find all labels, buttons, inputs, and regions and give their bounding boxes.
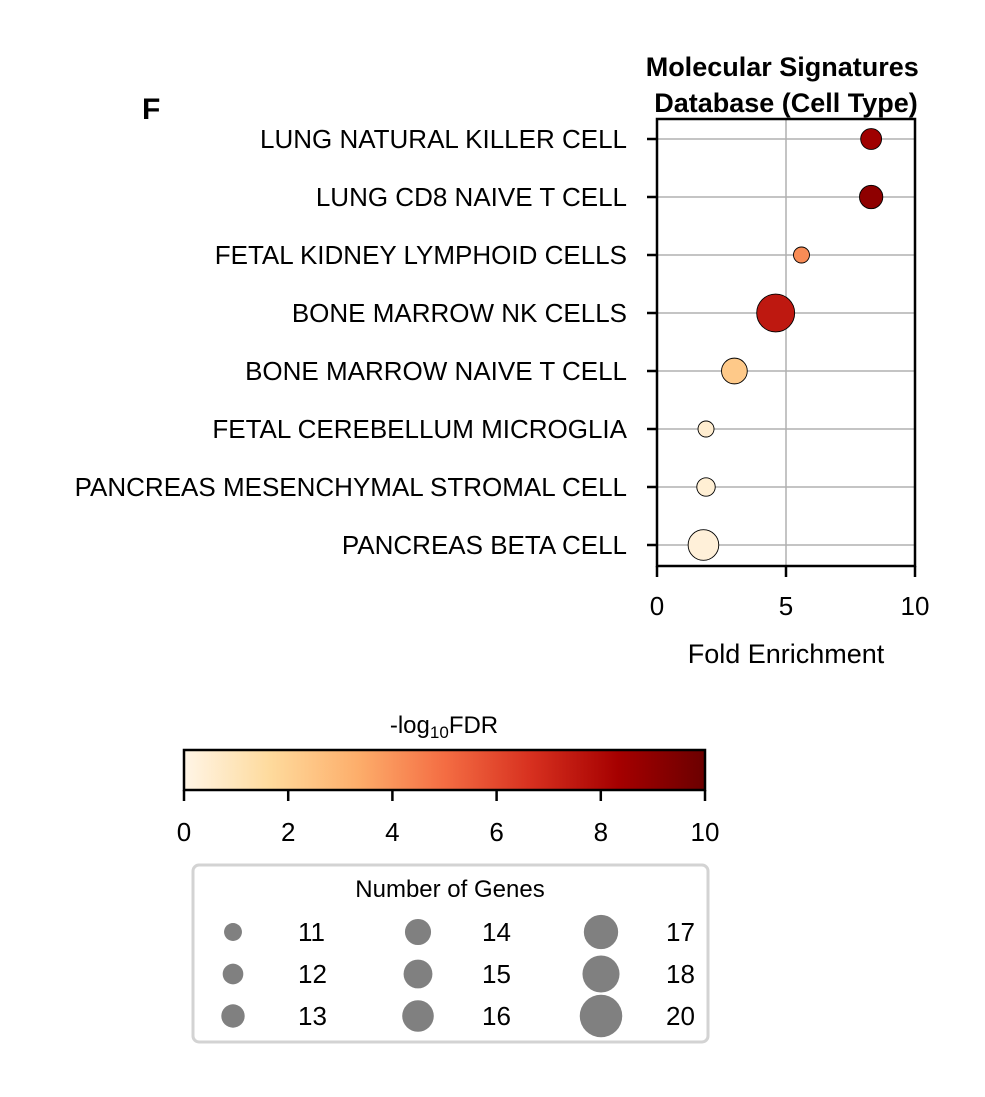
size-legend-label: 20 [666, 1001, 695, 1031]
size-legend-title: Number of Genes [355, 876, 544, 903]
size-legend-label: 12 [298, 959, 327, 989]
colorbar-ticks: 0 2 4 6 8 10 [177, 790, 720, 847]
y-tick-label: FETAL CEREBELLUM MICROGLIA [212, 414, 627, 444]
chart-title: Molecular Signatures Database (Cell Type… [646, 52, 927, 118]
y-tick-label: BONE MARROW NAIVE T CELL [245, 356, 627, 386]
data-point [687, 529, 720, 561]
y-tick-label: LUNG CD8 NAIVE T CELL [316, 182, 627, 212]
size-legend-marker [221, 1004, 245, 1028]
size-legend-label: 17 [666, 917, 695, 947]
x-tick-label: 0 [650, 591, 664, 621]
size-legend-label: 11 [298, 917, 325, 947]
data-point [859, 184, 884, 210]
colorbar-tick-label: 2 [281, 817, 295, 847]
size-legend-entries: 11 12 13 14 15 16 17 18 20 [221, 914, 695, 1038]
y-tick-label: LUNG NATURAL KILLER CELL [260, 124, 627, 154]
size-legend-label: 18 [666, 959, 695, 989]
data-point [756, 293, 796, 333]
size-legend-marker [402, 1000, 434, 1032]
x-tick-label: 10 [901, 591, 930, 621]
y-tick-label: PANCREAS BETA CELL [342, 530, 627, 560]
size-legend-marker [222, 963, 244, 985]
size-legend-marker [224, 923, 242, 941]
data-point [793, 246, 810, 264]
chart-title-line-1: Molecular Signatures [646, 52, 919, 82]
data-points [687, 128, 884, 561]
colorbar-tick-label: 6 [489, 817, 503, 847]
size-legend-box [191, 863, 710, 1044]
data-point [696, 477, 716, 497]
size-legend-label: 13 [298, 1001, 327, 1031]
colorbar [182, 748, 707, 792]
size-legend-marker [404, 918, 432, 946]
x-axis-label: Fold Enrichment [688, 639, 885, 669]
size-legend-label: 14 [482, 917, 511, 947]
colorbar-label: -log10FDR [390, 712, 498, 742]
data-point [721, 357, 748, 385]
colorbar-tick-label: 4 [385, 817, 399, 847]
data-point [860, 128, 883, 150]
data-point [697, 420, 715, 438]
x-tick-label: 5 [779, 591, 793, 621]
colorbar-tick-label: 10 [691, 817, 720, 847]
y-tick-label: FETAL KIDNEY LYMPHOID CELLS [215, 240, 627, 270]
size-legend-label: 16 [482, 1001, 511, 1031]
size-legend-label: 15 [482, 959, 511, 989]
y-tick-label: BONE MARROW NK CELLS [292, 298, 627, 328]
colorbar-tick-label: 0 [177, 817, 191, 847]
size-legend-marker [583, 914, 619, 950]
size-legend-marker [582, 955, 620, 993]
x-axis-ticks: 0 5 10 [650, 566, 930, 621]
panel-label: F [142, 93, 160, 126]
y-axis-ticks: LUNG NATURAL KILLER CELL LUNG CD8 NAIVE T… [75, 124, 657, 560]
chart-title-line-2: Database (Cell Type) [654, 88, 918, 118]
size-legend-marker [579, 994, 623, 1038]
colorbar-tick-label: 8 [594, 817, 608, 847]
size-legend-marker [403, 959, 433, 989]
y-tick-label: PANCREAS MESENCHYMAL STROMAL CELL [75, 472, 627, 502]
